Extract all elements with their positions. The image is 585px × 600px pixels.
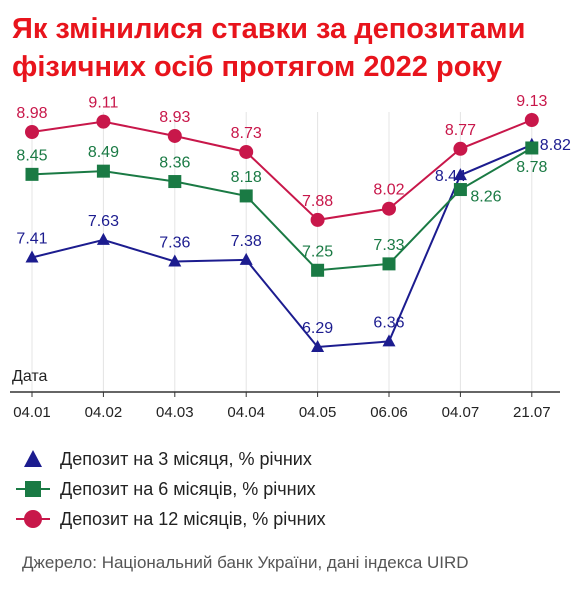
legend-label-6m: Депозит на 6 місяців, % річних [60,478,316,499]
legend-item-12m: Депозит на 12 місяців, % річних [16,504,326,534]
line-chart: 04.01 04.02 04.03 04.04 04.05 06.06 04.07 21.07… [10,93,571,421]
data-label: 8.78 [516,159,547,176]
data-point-marker [25,167,39,181]
data-label: 8.77 [445,122,476,139]
data-point-marker [382,257,396,271]
data-point-marker [311,340,325,352]
x-tick-label: 04.01 [13,404,51,421]
x-tick-label: 04.07 [442,404,480,421]
data-label: 8.45 [16,147,47,164]
data-label: 9.13 [516,93,547,110]
data-label: 7.36 [159,234,190,251]
data-point-marker [167,128,182,143]
x-tick-label: 04.03 [156,404,194,421]
data-point-marker [525,141,539,155]
data-label: 8.18 [231,169,262,186]
data-point-marker [311,263,325,277]
data-point-marker [168,254,182,267]
data-point-marker [239,144,254,159]
data-label: 8.49 [88,144,119,161]
data-point-marker [168,175,182,189]
series-line [31,147,533,272]
triangle-marker-icon [24,450,42,467]
data-point-marker [382,334,396,347]
data-label: 7.38 [231,233,262,250]
legend-label-3m: Депозит на 3 місяця, % річних [60,448,312,469]
data-point-marker [453,183,467,197]
data-label: 8.36 [159,155,190,172]
data-point-marker [524,113,539,127]
data-point-marker [96,164,110,178]
data-label: 9.11 [88,95,118,112]
data-point-marker [453,168,467,181]
data-point-marker [310,212,325,227]
data-label: 8.82 [540,137,571,154]
data-point-marker [239,252,253,265]
x-tick-label: 06.06 [370,404,408,421]
x-tick-label: 04.02 [85,404,123,421]
data-point-marker [453,141,468,156]
legend-item-6m: Депозит на 6 місяців, % річних [16,474,326,504]
data-point-marker [96,232,110,245]
data-label: 7.88 [302,193,333,210]
data-label: 8.73 [231,125,262,142]
data-label: 8.02 [373,182,404,199]
data-label: 7.63 [88,213,119,230]
data-label: 7.33 [373,237,404,254]
data-point-marker [96,114,111,129]
chart-title: Як змінилися ставки за депозитами фізичн… [12,10,577,86]
x-tick-label: 21.07 [513,404,551,421]
data-label: 8.26 [470,189,501,206]
data-point-marker [382,201,396,216]
chart-title-line-1: Як змінилися ставки за депозитами [12,13,526,45]
data-point-marker [25,124,39,139]
source-note: Джерело: Національний банк України, дані… [22,553,469,572]
legend-label-12m: Депозит на 12 місяців, % річних [60,508,326,529]
square-marker-icon [16,481,50,497]
legend-item-3m: Депозит на 3 місяця, % річних [16,444,326,474]
data-point-marker [25,250,39,263]
data-label: 6.29 [302,320,333,337]
data-label: 6.36 [373,314,404,331]
series-line [31,119,533,221]
data-label: 8.98 [16,105,47,122]
circle-marker-icon [16,510,50,528]
chart-legend: Депозит на 3 місяця, % річних Депозит на… [16,444,326,534]
chart-title-line-2: фізичних осіб протягом 2022 року [12,51,503,83]
data-label: 7.41 [16,230,47,247]
data-label: 8.44 [435,168,466,185]
x-tick-label: 04.05 [299,404,337,421]
data-label: 7.25 [302,243,333,260]
x-axis-label: Дата [12,368,48,385]
x-tick-label: 04.04 [227,404,265,421]
data-point-marker [239,189,253,203]
data-label: 8.93 [159,109,190,126]
